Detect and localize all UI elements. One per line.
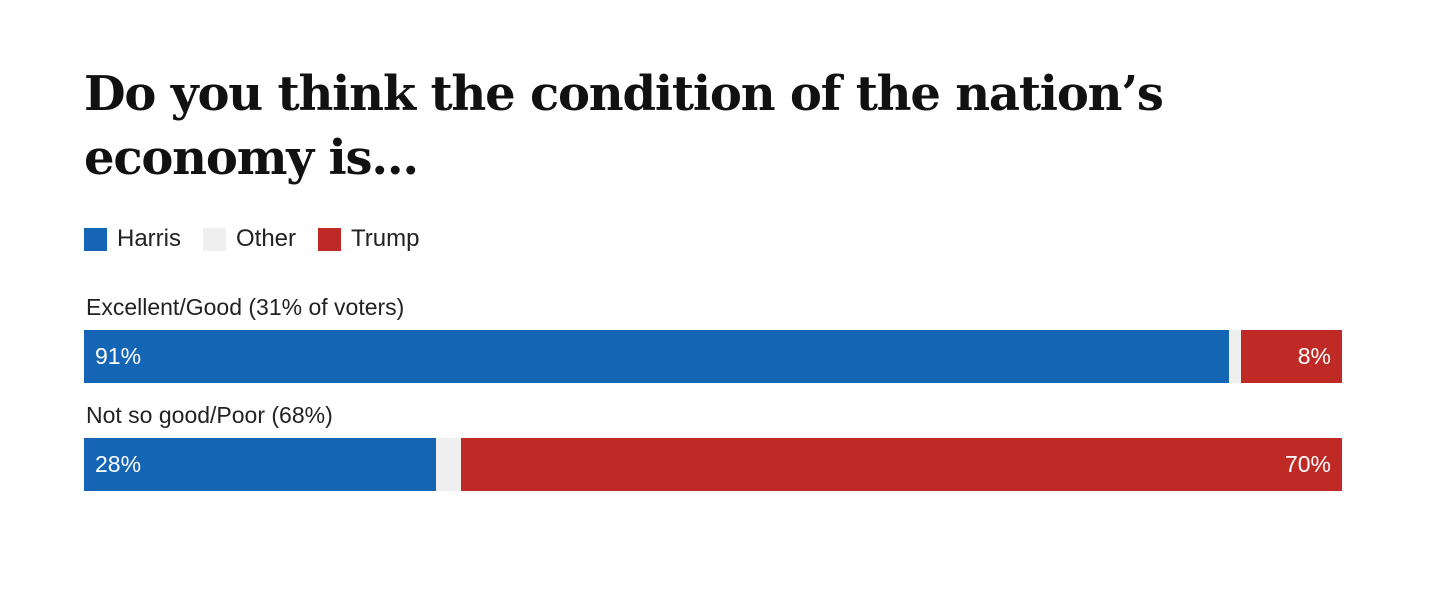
bar-segment-harris: 91%: [84, 330, 1229, 383]
bar-value-harris: 28%: [95, 451, 142, 477]
row-label-excellent-good: Excellent/Good (31% of voters): [86, 294, 405, 320]
bar-row-excellent-good: 91% 8%: [84, 330, 1342, 383]
legend-item-other: Other: [203, 224, 296, 254]
bar-value-harris: 91%: [95, 343, 142, 369]
legend-label-trump: Trump: [351, 225, 420, 252]
bar-segment-trump: 8%: [1241, 330, 1342, 383]
legend-item-trump: Trump: [318, 224, 419, 254]
legend-label-other: Other: [236, 225, 297, 252]
bar-value-trump: 8%: [1297, 343, 1331, 369]
bar-row-not-so-good-poor: 28% 70%: [84, 438, 1342, 491]
legend-swatch-other: [203, 227, 226, 251]
bar-value-trump: 70%: [1284, 451, 1331, 477]
row-label-not-so-good-poor: Not so good/Poor (68%): [86, 402, 333, 428]
legend-swatch-trump: [318, 227, 342, 251]
bar-segment-other: [1228, 330, 1242, 383]
legend-label-harris: Harris: [117, 225, 181, 252]
legend: Harris Other Trump: [84, 224, 441, 254]
bar-segment-trump: 70%: [461, 438, 1342, 491]
chart-title: Do you think the condition of the nation…: [84, 66, 1164, 186]
legend-item-harris: Harris: [84, 224, 181, 254]
legend-swatch-harris: [84, 227, 107, 251]
bar-segment-other: [436, 438, 462, 491]
bar-segment-harris: 28%: [84, 438, 437, 491]
